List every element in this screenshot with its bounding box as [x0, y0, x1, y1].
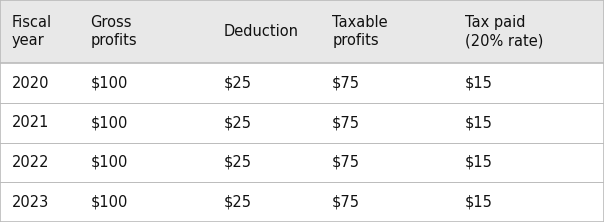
Text: 2022: 2022	[12, 155, 50, 170]
Text: 2023: 2023	[12, 195, 50, 210]
Bar	[0, 143, 604, 182]
Text: $15: $15	[465, 76, 493, 91]
Text: Tax paid
(20% rate): Tax paid (20% rate)	[465, 15, 544, 48]
Text: $15: $15	[465, 195, 493, 210]
Text: $75: $75	[332, 155, 360, 170]
Text: 2021: 2021	[12, 115, 50, 130]
Text: $25: $25	[223, 155, 251, 170]
Text: $15: $15	[465, 115, 493, 130]
Bar	[0, 0, 604, 63]
Text: Fiscal
year: Fiscal year	[12, 15, 52, 48]
Text: 2020: 2020	[12, 76, 50, 91]
Text: $100: $100	[91, 76, 128, 91]
Text: Gross
profits: Gross profits	[91, 15, 137, 48]
Text: $25: $25	[223, 115, 251, 130]
Bar	[0, 182, 604, 222]
Text: $100: $100	[91, 195, 128, 210]
Text: Taxable
profits: Taxable profits	[332, 15, 388, 48]
Text: $75: $75	[332, 115, 360, 130]
Text: $15: $15	[465, 155, 493, 170]
Text: $100: $100	[91, 115, 128, 130]
Text: $75: $75	[332, 76, 360, 91]
Text: Deduction: Deduction	[223, 24, 298, 39]
Text: $25: $25	[223, 195, 251, 210]
Text: $100: $100	[91, 155, 128, 170]
Text: $25: $25	[223, 76, 251, 91]
Bar	[0, 63, 604, 103]
Text: $75: $75	[332, 195, 360, 210]
Bar	[0, 103, 604, 143]
